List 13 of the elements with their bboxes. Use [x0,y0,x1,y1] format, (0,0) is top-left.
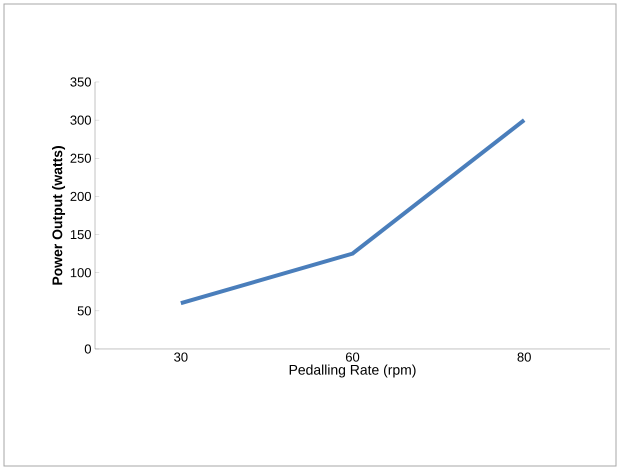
x-tick-label: 60 [346,352,360,362]
x-tick-label: 30 [174,352,188,362]
y-tick-label: 0 [84,344,91,354]
y-tick-label: 350 [70,77,91,87]
y-tick-label: 300 [70,116,91,125]
x-tick-label: 80 [518,352,531,362]
y-tick-label: 200 [70,192,91,201]
x-axis-title: Pedalling Rate (rpm) [290,364,416,378]
y-tick-label: 250 [70,154,91,163]
y-tick-label: 100 [70,268,91,278]
y-tick-label: 50 [78,306,91,316]
y-axis-title: Power Output (watts) [52,146,66,285]
y-tick-label: 150 [70,230,91,240]
